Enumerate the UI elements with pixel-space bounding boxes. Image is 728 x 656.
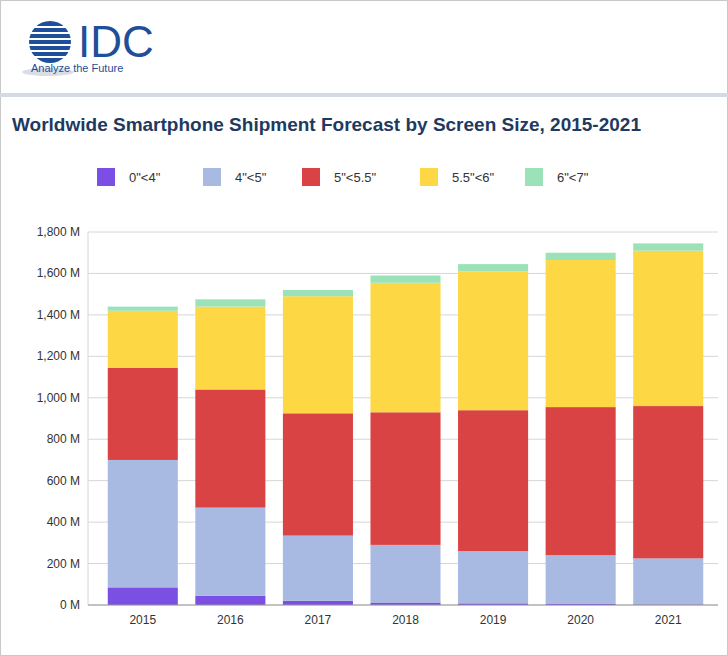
bar-segment	[283, 413, 353, 535]
y-tick-label: 0 M	[60, 598, 80, 612]
legend-label: 0"<4"	[129, 170, 161, 185]
bar-segment	[633, 558, 703, 604]
frame	[1, 1, 728, 656]
legend-swatch	[525, 168, 543, 186]
bar-segment	[458, 271, 528, 410]
y-tick-label: 600 M	[47, 474, 80, 488]
grid-line	[88, 232, 718, 233]
bar-segment	[283, 601, 353, 605]
bar-segment	[108, 587, 178, 605]
bar-segment	[283, 536, 353, 601]
legend-label: 5.5"<6"	[452, 170, 495, 185]
title: Worldwide Smartphone Shipment Forecast b…	[12, 114, 641, 135]
legend-swatch	[97, 168, 115, 186]
bar-segment	[108, 460, 178, 587]
bar-segment	[283, 296, 353, 413]
chart: IDCAnalyze the Future Worldwide Smartphon…	[0, 0, 728, 656]
bar-segment	[458, 551, 528, 603]
y-axis	[88, 232, 89, 605]
legend-swatch	[302, 168, 320, 186]
grid-line	[88, 605, 718, 606]
logo-name: IDC	[78, 17, 154, 66]
bar-segment	[108, 307, 178, 311]
x-axis	[88, 605, 718, 606]
x-tick-label: 2016	[217, 613, 244, 627]
y-tick-label: 400 M	[47, 515, 80, 529]
bar-segment	[546, 253, 616, 260]
bar-segment	[195, 389, 265, 507]
y-tick-label: 800 M	[47, 432, 80, 446]
legend-label: 6"<7"	[557, 170, 589, 185]
bar-segment	[195, 299, 265, 306]
bar-segment	[546, 407, 616, 555]
logo-tagline: Analyze the Future	[31, 62, 123, 74]
bars	[108, 243, 703, 605]
y-tick-label: 1,600 M	[37, 266, 80, 280]
legend-label: 5"<5.5"	[334, 170, 377, 185]
x-tick-label: 2021	[655, 613, 682, 627]
x-tick-label: 2020	[567, 613, 594, 627]
bar-segment	[195, 596, 265, 605]
bar-segment	[370, 276, 440, 283]
legend-swatch	[203, 168, 221, 186]
bar-segment	[546, 260, 616, 407]
bar-segment	[195, 307, 265, 390]
y-tick-label: 1,200 M	[37, 349, 80, 363]
x-tick-label: 2019	[480, 613, 507, 627]
header-divider	[0, 93, 728, 97]
legend-swatch	[420, 168, 438, 186]
y-tick-label: 200 M	[47, 557, 80, 571]
y-tick-label: 1,800 M	[37, 225, 80, 239]
x-tick-label: 2015	[129, 613, 156, 627]
bar-segment	[108, 311, 178, 368]
bar-segment	[195, 508, 265, 596]
bar-segment	[633, 243, 703, 250]
y-tick-label: 1,400 M	[37, 308, 80, 322]
x-tick-label: 2018	[392, 613, 419, 627]
legend-label: 4"<5"	[235, 170, 267, 185]
bar-segment	[283, 290, 353, 296]
x-tick-label: 2017	[305, 613, 332, 627]
bar-segment	[633, 251, 703, 406]
bar-segment	[370, 412, 440, 545]
grid-line	[88, 273, 718, 274]
bar-segment	[108, 368, 178, 460]
bar-segment	[458, 410, 528, 551]
bar-segment	[458, 264, 528, 271]
y-tick-label: 1,000 M	[37, 391, 80, 405]
bar-segment	[546, 555, 616, 604]
bar-segment	[633, 406, 703, 558]
bar-segment	[370, 545, 440, 603]
bar-segment	[370, 283, 440, 413]
